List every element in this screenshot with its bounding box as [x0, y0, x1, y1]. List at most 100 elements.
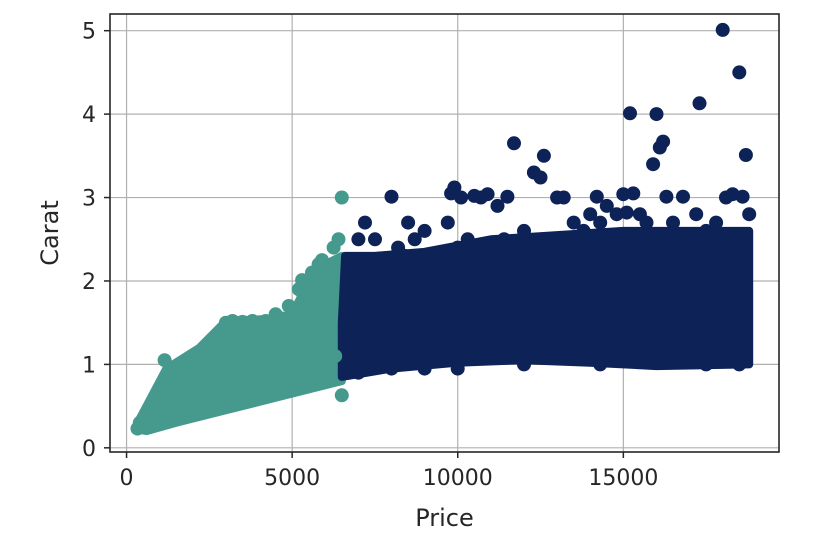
high-price-point	[715, 22, 730, 37]
data-points	[130, 22, 757, 436]
high-price-point	[709, 324, 724, 338]
high-price-point	[626, 186, 641, 201]
high-price-point	[632, 340, 647, 355]
high-price-point	[490, 198, 505, 213]
low-price-point	[324, 265, 339, 280]
high-price-point	[450, 361, 465, 376]
high-price-point	[656, 134, 671, 149]
high-price-point	[599, 198, 614, 213]
high-price-point	[699, 357, 714, 372]
high-price-point	[450, 240, 465, 255]
high-price-point	[556, 190, 571, 205]
high-price-point	[384, 361, 399, 376]
low-price-point	[157, 353, 172, 368]
high-price-point	[480, 187, 495, 202]
low-price-point	[285, 315, 300, 330]
high-price-point	[483, 265, 498, 280]
high-price-point	[623, 106, 637, 121]
high-price-point	[543, 232, 558, 247]
low-price-point	[298, 290, 313, 305]
low-price-point	[281, 299, 296, 313]
low-price-point	[192, 349, 207, 364]
y-tick-label: 0	[82, 437, 96, 462]
low-price-point	[315, 253, 329, 268]
high-price-point	[742, 207, 757, 222]
x-tick-label: 5000	[264, 466, 320, 491]
high-price-point	[616, 187, 631, 202]
high-price-point	[566, 215, 581, 230]
y-tick-label: 5	[82, 20, 96, 45]
x-axis-ticks: 0 5000 10000 15000	[120, 452, 658, 491]
high-price-point	[699, 223, 714, 238]
high-price-point	[351, 232, 366, 247]
low-price-point	[328, 349, 343, 364]
high-price-point	[401, 215, 416, 230]
high-price-point	[735, 307, 750, 322]
low-price-point	[238, 324, 253, 338]
high-price-point	[341, 365, 356, 380]
low-price-point	[258, 314, 273, 328]
high-price-point	[384, 189, 399, 204]
high-price-point	[676, 340, 690, 355]
high-price-point	[593, 215, 608, 230]
high-price-point	[576, 223, 591, 238]
high-price-point	[676, 189, 690, 204]
high-price-point	[500, 189, 515, 204]
high-price-point	[738, 148, 753, 162]
high-price-point	[666, 215, 680, 230]
y-tick-label: 2	[82, 270, 96, 295]
y-tick-label: 1	[82, 353, 96, 378]
high-price-point	[646, 157, 661, 172]
high-price-point	[619, 205, 634, 220]
high-price-point	[732, 65, 747, 80]
high-price-point	[407, 232, 422, 247]
high-price-point	[351, 365, 366, 380]
high-price-point	[583, 207, 598, 222]
high-price-point	[692, 96, 707, 111]
plot-frame	[109, 13, 780, 453]
x-tick-label: 15000	[588, 466, 658, 491]
high-price-point	[434, 248, 449, 263]
x-tick-label: 0	[120, 466, 134, 491]
high-price-point	[732, 357, 747, 372]
high-price-point	[593, 357, 608, 372]
low-price-point	[334, 388, 349, 403]
high-price-point	[682, 232, 697, 247]
high-price-point	[642, 232, 657, 247]
low-price-point	[334, 190, 349, 205]
high-price-point	[417, 223, 432, 238]
y-axis-ticks: 0 1 2 3 4 5	[82, 20, 110, 462]
low-price-point	[285, 340, 300, 355]
low-price-point	[301, 357, 316, 372]
high-price-point	[374, 274, 389, 288]
y-tick-label: 4	[82, 103, 96, 128]
high-price-point	[507, 136, 521, 151]
low-price-point	[331, 232, 346, 247]
y-tick-label: 3	[82, 187, 96, 212]
x-tick-label: 10000	[423, 466, 493, 491]
high-price-point	[454, 190, 469, 205]
high-price-cluster	[337, 226, 754, 381]
low-price-point	[165, 380, 180, 395]
high-price-point	[497, 232, 512, 247]
high-price-point	[517, 357, 531, 372]
low-price-point	[175, 374, 190, 389]
low-price-point	[311, 365, 326, 380]
data-clusters	[133, 226, 754, 436]
high-price-point	[344, 257, 359, 272]
y-axis-label: Carat	[36, 200, 64, 265]
x-axis-label: Price	[415, 504, 474, 532]
high-price-point	[659, 189, 674, 204]
high-price-point	[709, 215, 724, 230]
low-price-point	[189, 365, 204, 380]
high-price-point	[639, 215, 654, 230]
low-price-point	[215, 332, 230, 347]
high-price-point	[517, 223, 531, 238]
high-price-point	[649, 107, 664, 122]
high-price-point	[533, 170, 548, 185]
high-price-point	[460, 232, 475, 247]
high-price-point	[417, 361, 432, 376]
high-price-point	[735, 189, 750, 204]
high-price-point	[368, 232, 382, 247]
low-price-point	[262, 328, 276, 343]
